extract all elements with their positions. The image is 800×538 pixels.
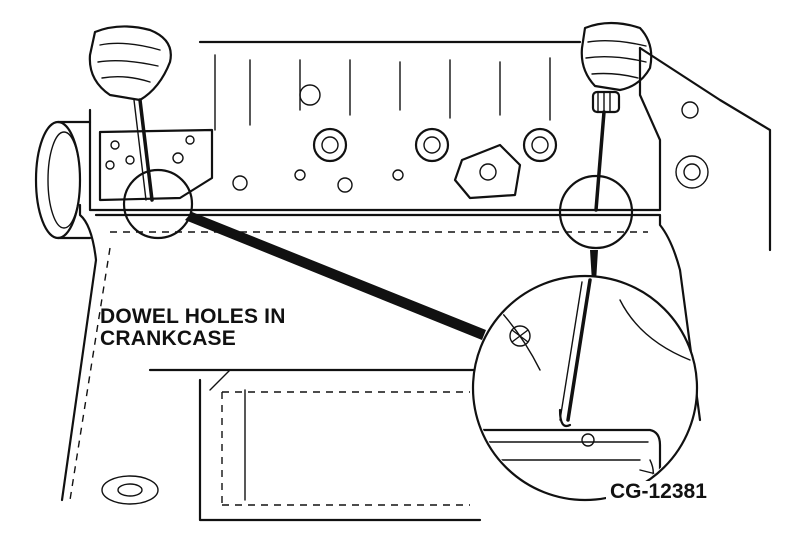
- callout-wedge-right: [590, 250, 598, 282]
- block-bolts: [232, 84, 709, 200]
- bracket-holes: [105, 135, 195, 170]
- figure-number-label: CG-12381: [606, 480, 711, 504]
- detail-circle-right: [558, 174, 634, 250]
- cylinder-head-right: [638, 46, 772, 252]
- crankshaft-pulley: [34, 120, 92, 240]
- pan-rib-lines: [209, 369, 246, 501]
- left-hand-screwdriver: [88, 25, 172, 202]
- oil-pan-outline: [60, 203, 702, 502]
- callout-wedge-left: [185, 212, 486, 340]
- oil-pan-lower: [148, 368, 522, 522]
- drain-plug: [101, 475, 159, 505]
- left-bracket: [98, 128, 214, 202]
- right-hand-screwdriver: [580, 21, 653, 212]
- detail-circle-left: [122, 168, 194, 240]
- head-detail-lines: [214, 54, 551, 131]
- magnified-inset: [471, 274, 699, 502]
- oil-pan-dashed-bottom: [221, 391, 470, 506]
- oil-pan-dashed-left: [69, 247, 111, 501]
- engine-block-outline: [88, 46, 662, 212]
- dowel-holes-label: DOWEL HOLES IN CRANKCASE: [100, 305, 286, 351]
